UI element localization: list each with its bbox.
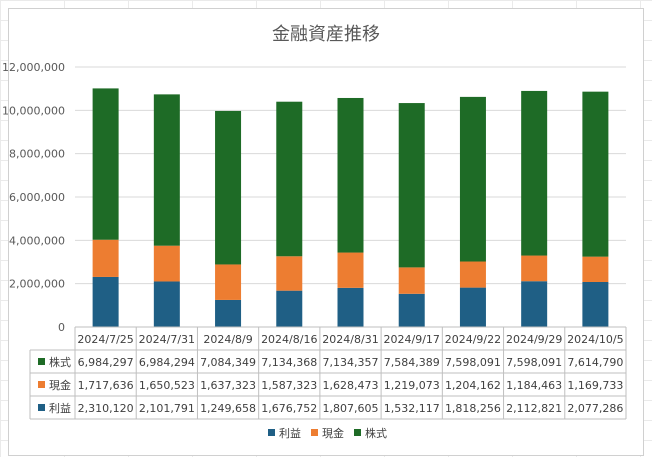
bar-segment[interactable] — [459, 96, 486, 262]
x-category-label: 2024/8/31 — [322, 333, 378, 346]
bar-segment[interactable] — [153, 94, 180, 246]
legend-label[interactable]: 現金 — [322, 426, 344, 440]
table-cell: 2,077,286 — [567, 402, 623, 415]
table-cell: 1,587,323 — [261, 379, 317, 392]
bar-segment[interactable] — [521, 281, 548, 327]
table-cell: 7,084,349 — [200, 356, 256, 369]
y-tick-label: 10,000,000 — [2, 104, 65, 117]
bar-segment[interactable] — [276, 290, 303, 327]
x-category-label: 2024/7/25 — [77, 333, 133, 346]
table-legend-key — [38, 404, 45, 411]
bar-segment[interactable] — [215, 110, 242, 265]
y-tick-label: 8,000,000 — [9, 148, 65, 161]
legend-swatch — [354, 429, 361, 436]
table-cell: 1,169,733 — [567, 379, 623, 392]
bar-segment[interactable] — [215, 264, 242, 300]
y-tick-label: 6,000,000 — [9, 191, 65, 204]
x-category-label: 2024/9/17 — [384, 333, 440, 346]
bar-segment[interactable] — [92, 88, 119, 240]
x-category-label: 2024/8/16 — [261, 333, 317, 346]
table-legend-key — [38, 358, 45, 365]
table-cell: 1,249,658 — [200, 402, 256, 415]
y-tick-label: 12,000,000 — [2, 61, 65, 74]
table-cell: 1,532,117 — [384, 402, 440, 415]
legend-swatch — [311, 429, 318, 436]
table-cell: 7,584,389 — [384, 356, 440, 369]
table-cell: 1,184,463 — [506, 379, 562, 392]
bar-segment[interactable] — [521, 255, 548, 282]
table-cell: 1,219,073 — [384, 379, 440, 392]
bar-segment[interactable] — [582, 256, 609, 282]
table-cell: 2,101,791 — [139, 402, 195, 415]
table-cell: 1,637,323 — [200, 379, 256, 392]
table-row-label: 株式 — [49, 355, 71, 369]
bar-segment[interactable] — [276, 101, 303, 257]
table-cell: 1,628,473 — [323, 379, 379, 392]
y-tick-label: 0 — [58, 321, 65, 334]
bar-segment[interactable] — [521, 90, 548, 256]
table-cell: 1,204,162 — [445, 379, 501, 392]
y-tick-label: 4,000,000 — [9, 234, 65, 247]
y-tick-label: 2,000,000 — [9, 278, 65, 291]
table-row-label: 現金 — [49, 378, 71, 392]
bar-segment[interactable] — [337, 252, 364, 288]
bar-segment[interactable] — [398, 293, 425, 327]
x-category-label: 2024/9/22 — [445, 333, 501, 346]
x-category-label: 2024/7/31 — [139, 333, 195, 346]
table-row-label: 利益 — [49, 401, 71, 415]
x-category-label: 2024/10/5 — [567, 333, 623, 346]
legend-label[interactable]: 株式 — [365, 426, 387, 440]
table-cell: 1,650,523 — [139, 379, 195, 392]
bar-segment[interactable] — [582, 281, 609, 327]
bar-segment[interactable] — [215, 299, 242, 327]
table-cell: 7,614,790 — [567, 356, 623, 369]
chart-title: 金融資産推移 — [272, 24, 380, 45]
legend-swatch — [268, 429, 275, 436]
bar-segment[interactable] — [92, 276, 119, 327]
table-cell: 7,598,091 — [445, 356, 501, 369]
table-cell: 1,676,752 — [261, 402, 317, 415]
bar-segment[interactable] — [582, 91, 609, 257]
bar-segment[interactable] — [276, 256, 303, 291]
table-cell: 1,807,605 — [323, 402, 379, 415]
bar-segment[interactable] — [337, 97, 364, 253]
legend-label[interactable]: 利益 — [279, 426, 301, 440]
table-cell: 6,984,294 — [139, 356, 195, 369]
table-cell: 6,984,297 — [78, 356, 134, 369]
bar-segment[interactable] — [337, 287, 364, 327]
x-category-label: 2024/8/9 — [203, 333, 252, 346]
bar-segment[interactable] — [153, 281, 180, 327]
bar-segment[interactable] — [459, 261, 486, 288]
table-cell: 7,134,368 — [261, 356, 317, 369]
table-legend-key — [38, 381, 45, 388]
table-cell: 7,134,357 — [323, 356, 379, 369]
table-cell: 2,112,821 — [506, 402, 562, 415]
x-category-label: 2024/9/29 — [506, 333, 562, 346]
table-cell: 2,310,120 — [78, 402, 134, 415]
table-cell: 1,818,256 — [445, 402, 501, 415]
bar-segment[interactable] — [398, 267, 425, 294]
bar-segment[interactable] — [398, 103, 425, 268]
bar-segment[interactable] — [153, 245, 180, 282]
table-cell: 7,598,091 — [506, 356, 562, 369]
table-cell: 1,717,636 — [78, 379, 134, 392]
bar-segment[interactable] — [92, 239, 119, 277]
bar-segment[interactable] — [459, 287, 486, 327]
